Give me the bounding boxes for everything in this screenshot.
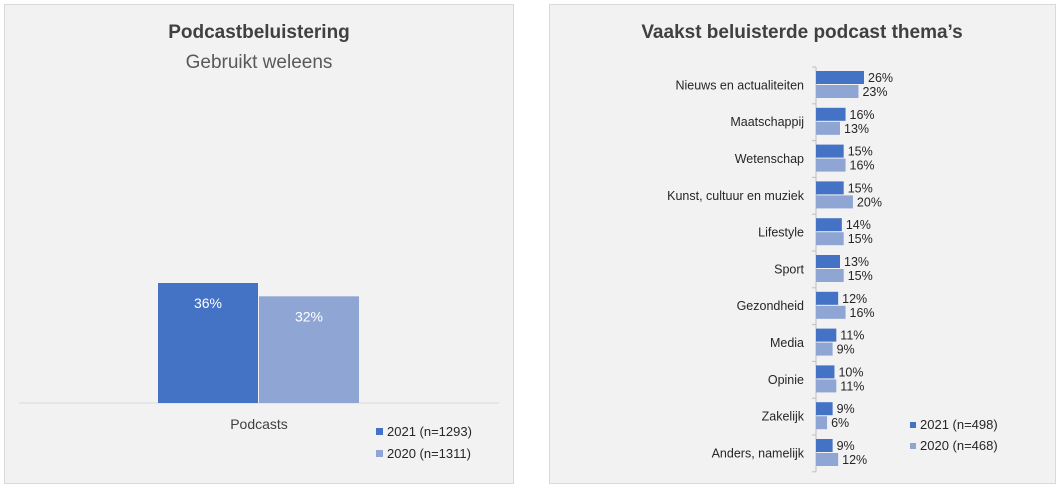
bar-2021 — [816, 107, 846, 121]
bar-2021 — [816, 144, 844, 158]
bar-2020 — [816, 85, 859, 98]
bar-2020 — [816, 305, 846, 319]
bar-2021 — [816, 402, 833, 416]
bar-2021 — [816, 181, 844, 195]
category-label: Maatschappij — [730, 115, 804, 129]
data-label: 23% — [862, 85, 887, 99]
category-label: Sport — [774, 262, 804, 276]
data-label: 16% — [850, 108, 875, 122]
data-label: 15% — [848, 145, 873, 159]
category-label: Anders, namelijk — [712, 446, 805, 460]
podcast-usage-chart: Podcastbeluistering Gebruikt weleens 36%… — [19, 22, 499, 461]
data-label: 15% — [848, 269, 873, 283]
data-label: 14% — [846, 218, 871, 232]
legend-swatch — [910, 422, 916, 428]
data-label: 20% — [857, 195, 882, 209]
right-chart-panel: Vaakst beluisterde podcast thema’s Nieuw… — [549, 4, 1056, 484]
data-label: 11% — [840, 329, 864, 343]
category-label: Kunst, cultuur en muziek — [667, 189, 805, 203]
legend-label: 2021 (n=498) — [920, 417, 998, 432]
bar-2020 — [816, 269, 844, 282]
bar-2020 — [816, 342, 833, 356]
left-chart-title: Podcastbeluistering — [168, 22, 350, 43]
bar-2021 — [816, 365, 835, 379]
legend-label: 2021 (n=1293) — [387, 424, 472, 439]
data-label: 12% — [842, 453, 867, 467]
bar-2021 — [816, 71, 864, 84]
bar-2021 — [816, 328, 837, 342]
legend-label: 2020 (n=1311) — [387, 446, 471, 461]
bar-2020 — [816, 453, 839, 466]
data-label: 12% — [842, 292, 867, 306]
bar-2020 — [259, 296, 359, 403]
legend-label: 2020 (n=468) — [920, 438, 998, 453]
bar-2020 — [816, 158, 846, 172]
category-label: Nieuws en actualiteiten — [675, 78, 804, 92]
legend-swatch — [910, 443, 916, 449]
right-chart-title: Vaakst beluisterde podcast thema’s — [641, 22, 962, 43]
bar-2020 — [816, 416, 828, 430]
bar-2021 — [816, 218, 842, 232]
left-chart-subtitle: Gebruikt weleens — [186, 52, 333, 73]
left-chart-panel: Podcastbeluistering Gebruikt weleens 36%… — [4, 4, 514, 484]
bar-2021 — [816, 439, 833, 452]
data-label: 13% — [844, 122, 869, 136]
data-label: 10% — [838, 365, 863, 379]
bar-2020 — [816, 121, 840, 135]
category-label: Gezondheid — [737, 299, 804, 313]
data-label: 36% — [194, 295, 222, 311]
data-label: 15% — [848, 181, 873, 195]
x-tick-label: Podcasts — [230, 416, 288, 432]
data-label: 32% — [295, 308, 323, 324]
data-label: 9% — [837, 439, 855, 453]
category-label: Opinie — [768, 373, 804, 387]
data-label: 11% — [840, 379, 864, 393]
legend-swatch — [376, 450, 383, 457]
bar-2020 — [816, 379, 837, 393]
data-label: 9% — [837, 402, 855, 416]
data-label: 15% — [848, 232, 873, 246]
data-label: 6% — [831, 416, 849, 430]
data-label: 9% — [837, 343, 855, 357]
data-label: 16% — [850, 306, 875, 320]
data-label: 26% — [868, 71, 893, 85]
category-label: Lifestyle — [758, 226, 804, 240]
bar-2021 — [816, 255, 840, 268]
category-label: Media — [770, 336, 804, 350]
podcast-themes-chart: Vaakst beluisterde podcast thema’s Nieuw… — [641, 22, 998, 473]
data-label: 16% — [850, 159, 875, 173]
category-label: Wetenschap — [735, 152, 804, 166]
bar-2020 — [816, 195, 853, 209]
bar-2020 — [816, 232, 844, 246]
bar-2021 — [158, 283, 258, 403]
category-label: Zakelijk — [762, 410, 805, 424]
data-label: 13% — [844, 255, 869, 269]
legend-swatch — [376, 428, 383, 435]
bar-2021 — [816, 291, 839, 305]
